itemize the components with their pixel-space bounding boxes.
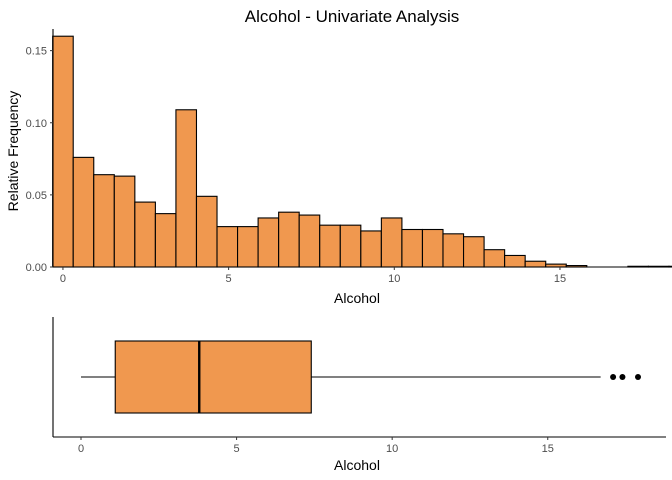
histogram-bar xyxy=(360,230,382,268)
boxplot-x-tick-label: 10 xyxy=(386,443,398,455)
histogram-bar xyxy=(237,226,259,268)
histogram-x-tick-label: 15 xyxy=(554,273,566,285)
histogram-y-axis-title: Relative Frequency xyxy=(5,91,21,212)
histogram-bar xyxy=(113,175,136,268)
histogram-y-tick-label: 0.00 xyxy=(26,262,47,274)
histogram-bar xyxy=(421,228,444,268)
histogram-x-tick-label: 0 xyxy=(60,273,66,285)
histogram-bar xyxy=(72,156,95,268)
histogram-bar xyxy=(462,236,485,268)
histogram-bar xyxy=(278,211,300,268)
chart-title: Alcohol - Univariate Analysis xyxy=(245,7,459,26)
boxplot-outlier-point xyxy=(610,374,617,380)
boxplot-axes: 0 5 10 15 xyxy=(52,317,666,455)
histogram-x-tick-label: 10 xyxy=(388,273,400,285)
histogram-bar xyxy=(154,213,177,268)
histogram-bar xyxy=(134,201,156,268)
boxplot xyxy=(81,340,641,414)
boxplot-outlier-point xyxy=(634,374,641,380)
histogram-y-tick-label: 0.15 xyxy=(26,46,47,58)
histogram-bar xyxy=(442,233,465,268)
histogram-bar xyxy=(93,174,115,268)
histogram-bar xyxy=(52,35,74,268)
boxplot-box xyxy=(114,340,312,414)
histogram-bar xyxy=(216,226,239,268)
boxplot-x-axis-title: Alcohol xyxy=(334,457,380,473)
boxplot-x-tick-label: 5 xyxy=(234,443,240,455)
histogram-bar xyxy=(195,195,218,268)
histogram-y-tick-label: 0.05 xyxy=(26,190,47,202)
histogram-bar xyxy=(668,265,672,268)
boxplot-outlier-point xyxy=(619,374,626,380)
histogram-bar xyxy=(175,109,198,268)
histogram-bar xyxy=(339,224,362,268)
boxplot-x-tick-label: 15 xyxy=(542,443,554,455)
histogram-bar xyxy=(483,249,506,268)
histogram-bar xyxy=(380,217,403,268)
histogram-y-tick-label: 0.10 xyxy=(26,118,47,130)
histogram-bar xyxy=(401,228,424,268)
histogram-axes: 0.00 0.05 0.10 0.15 0 5 10 15 xyxy=(26,29,666,285)
histogram-x-tick-label: 5 xyxy=(226,273,232,285)
boxplot-x-tick-label: 0 xyxy=(78,443,84,455)
histogram-x-axis-title: Alcohol xyxy=(334,290,380,306)
histogram-bar xyxy=(524,260,547,268)
histogram-bars xyxy=(52,35,672,268)
histogram-bar xyxy=(319,224,341,268)
histogram-bar xyxy=(504,254,526,268)
histogram-bar xyxy=(298,214,321,268)
histogram-bar xyxy=(257,217,280,268)
